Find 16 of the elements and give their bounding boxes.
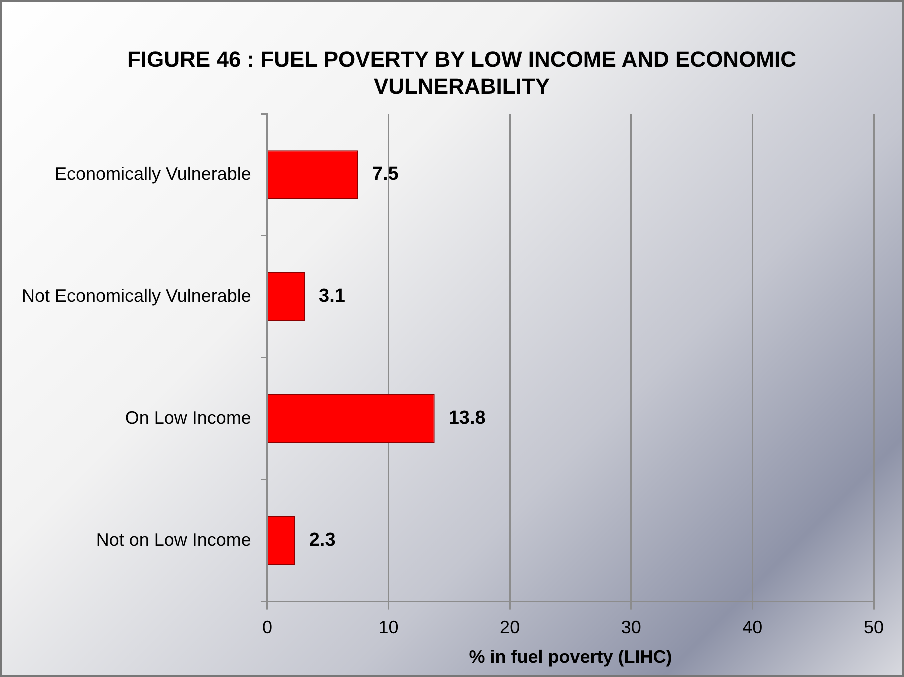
x-tick-label: 0 bbox=[262, 618, 272, 638]
x-axis-title: % in fuel poverty (LIHC) bbox=[469, 647, 672, 668]
data-label: 2.3 bbox=[309, 530, 336, 552]
y-tick-label: Not Economically Vulnerable bbox=[22, 286, 252, 306]
y-tick-label: Economically Vulnerable bbox=[55, 164, 252, 184]
x-tick-label: 40 bbox=[742, 618, 763, 638]
data-label: 13.8 bbox=[448, 408, 486, 430]
chart-title: FIGURE 46 : FUEL POVERTY BY LOW INCOME AND ECONOMIC VULNERABILITY bbox=[126, 46, 798, 100]
data-label: 7.5 bbox=[372, 164, 400, 186]
x-tick-label: 50 bbox=[864, 618, 884, 638]
x-tick-label: 30 bbox=[621, 618, 642, 638]
x-tick-label: 20 bbox=[500, 618, 520, 638]
y-tick-label: Not on Low Income bbox=[96, 530, 252, 550]
y-tick-label: On Low Income bbox=[125, 408, 252, 428]
data-label: 3.1 bbox=[319, 286, 346, 308]
x-tick-label: 10 bbox=[378, 618, 399, 638]
